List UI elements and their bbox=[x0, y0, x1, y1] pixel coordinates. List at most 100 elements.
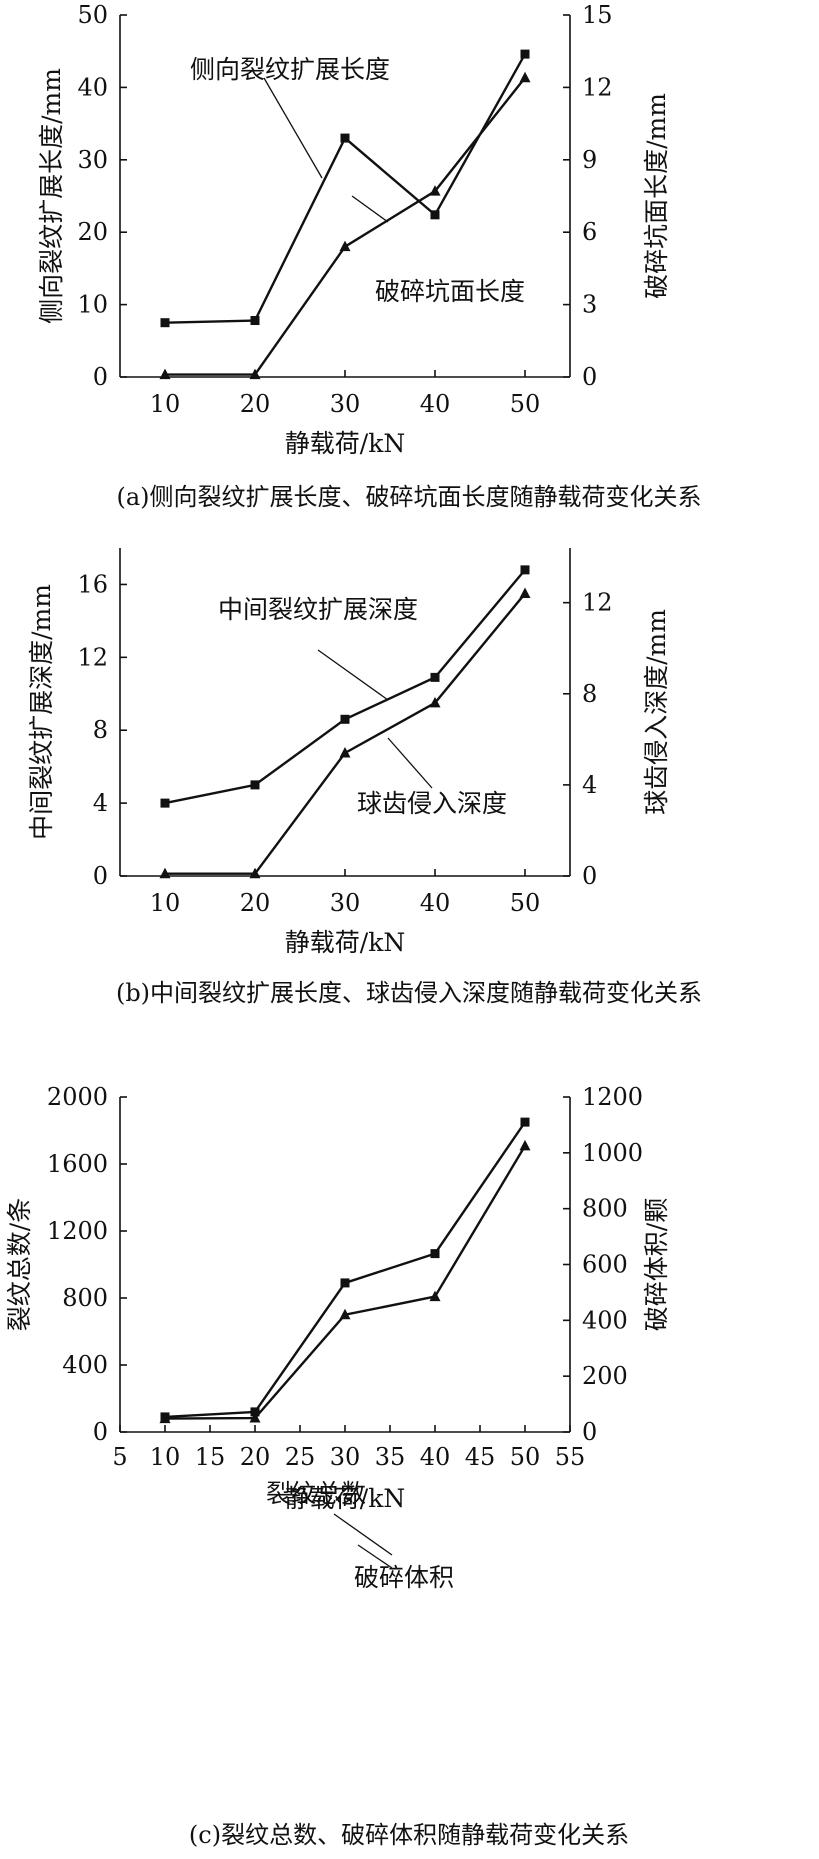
x-tick-label: 5 bbox=[112, 1443, 127, 1471]
data-point-square bbox=[520, 49, 530, 59]
leader-line bbox=[317, 649, 389, 701]
chart-panel-a: 10 20 30 40 50 0 10 20 30 40 50 0 3 6 9 12 15 静载荷/kN 侧向裂纹扩… bbox=[37, 1, 702, 511]
x-tick-label: 40 bbox=[420, 889, 451, 917]
data-point-triangle bbox=[249, 1412, 261, 1423]
data-point-triangle bbox=[519, 587, 531, 599]
y-tick-label-left: 1600 bbox=[47, 1150, 108, 1178]
y-tick-label-right: 3 bbox=[582, 291, 597, 319]
data-point-square bbox=[430, 210, 440, 220]
leader-line bbox=[263, 77, 323, 179]
x-axis-label: 静载荷/kN bbox=[285, 1484, 405, 1513]
x-tick-label: 40 bbox=[420, 390, 451, 418]
figure-caption: (a)侧向裂纹扩展长度、破碎坑面长度随静载荷变化关系 bbox=[116, 483, 701, 511]
data-point-square bbox=[520, 565, 530, 575]
data-point-square bbox=[160, 318, 170, 328]
chart-panel-c: 5 10 15 20 25 30 35 40 45 50 550400800120016002000… bbox=[5, 1083, 671, 1849]
data-point-triangle bbox=[429, 696, 441, 708]
x-tick-label: 30 bbox=[330, 390, 361, 418]
y-axis-label-left: 中间裂纹扩展深度/mm bbox=[27, 584, 56, 840]
y-tick-label-right: 12 bbox=[582, 73, 613, 101]
y-tick-label-left: 10 bbox=[77, 291, 108, 319]
y-tick-label-left: 0 bbox=[93, 862, 108, 890]
y-tick-label-right: 0 bbox=[582, 363, 597, 391]
y-axis-label-right: 破碎体积/颗 bbox=[642, 1198, 671, 1331]
y-tick-label-right: 0 bbox=[582, 1418, 597, 1446]
y-tick-label-right: 15 bbox=[582, 1, 613, 29]
data-point-triangle bbox=[429, 1290, 441, 1302]
y-tick-label-left: 2000 bbox=[47, 1083, 108, 1111]
x-tick-label: 30 bbox=[330, 1443, 361, 1471]
chart-panel-b: 10 20 30 40 50 0 4 8 12 16 0 4 8 12 静载荷/kN 中间裂纹扩展深度/mm 球… bbox=[27, 548, 702, 1007]
data-point-triangle bbox=[249, 368, 261, 380]
data-point-triangle bbox=[429, 185, 441, 196]
y-tick-label-left: 0 bbox=[93, 1418, 108, 1446]
y-tick-label-right: 1000 bbox=[582, 1139, 643, 1167]
y-tick-label-left: 50 bbox=[77, 1, 108, 29]
leader-line bbox=[357, 1544, 393, 1569]
data-point-triangle bbox=[339, 747, 351, 758]
y-tick-label-right: 9 bbox=[582, 146, 597, 174]
y-tick-label-left: 4 bbox=[93, 789, 108, 817]
data-point-triangle bbox=[159, 867, 171, 879]
series-line-squares bbox=[164, 1121, 526, 1419]
x-tick-label: 40 bbox=[420, 1443, 451, 1471]
data-point-square bbox=[250, 780, 260, 790]
y-tick-label-right: 1200 bbox=[582, 1083, 643, 1111]
y-tick-label-right: 8 bbox=[582, 680, 597, 708]
data-point-triangle bbox=[339, 1308, 351, 1320]
leader-line bbox=[333, 1513, 393, 1556]
y-tick-label-left: 12 bbox=[77, 643, 108, 671]
leader-line bbox=[387, 737, 433, 789]
series-label: 球齿侵入深度 bbox=[357, 789, 507, 818]
y-tick-label-right: 200 bbox=[582, 1362, 628, 1390]
y-axis-label-left: 侧向裂纹扩展长度/mm bbox=[37, 68, 66, 324]
data-point-triangle bbox=[339, 240, 351, 252]
series-label: 中间裂纹扩展深度 bbox=[218, 595, 418, 624]
x-tick-label: 50 bbox=[510, 889, 541, 917]
y-tick-label-left: 16 bbox=[77, 570, 108, 598]
x-tick-label: 15 bbox=[195, 1443, 226, 1471]
series-label: 破碎坑面长度 bbox=[375, 277, 525, 306]
data-point-square bbox=[340, 1278, 350, 1288]
figure-caption: (b)中间裂纹扩展长度、球齿侵入深度随静载荷变化关系 bbox=[116, 979, 702, 1007]
data-point-triangle bbox=[519, 71, 531, 83]
x-tick-label: 45 bbox=[465, 1443, 496, 1471]
y-tick-label-left: 20 bbox=[77, 218, 108, 246]
y-tick-label-left: 400 bbox=[62, 1351, 108, 1379]
data-point-square bbox=[340, 714, 350, 724]
y-tick-label-right: 4 bbox=[582, 771, 597, 799]
series-label: 侧向裂纹扩展长度 bbox=[190, 55, 390, 84]
x-tick-label: 10 bbox=[150, 1443, 181, 1471]
data-point-triangle bbox=[519, 1139, 531, 1151]
data-point-square bbox=[160, 798, 170, 808]
data-point-triangle bbox=[249, 867, 261, 879]
data-point-square bbox=[250, 1407, 260, 1417]
data-point-square bbox=[430, 672, 440, 682]
data-point-square bbox=[250, 316, 260, 326]
data-point-square bbox=[340, 133, 350, 143]
x-tick-label: 50 bbox=[510, 390, 541, 418]
y-tick-label-left: 1200 bbox=[47, 1217, 108, 1245]
y-axis-label-left: 裂纹总数/条 bbox=[5, 1198, 34, 1331]
x-tick-label: 55 bbox=[555, 1443, 586, 1471]
x-tick-label: 10 bbox=[150, 889, 181, 917]
x-tick-label: 10 bbox=[150, 390, 181, 418]
y-tick-label-left: 30 bbox=[77, 146, 108, 174]
series-label: 破碎体积 bbox=[354, 1563, 454, 1592]
data-point-triangle bbox=[159, 1412, 171, 1424]
x-tick-label: 50 bbox=[510, 1443, 541, 1471]
x-tick-label: 30 bbox=[330, 889, 361, 917]
y-tick-label-right: 400 bbox=[582, 1306, 628, 1334]
y-tick-label-right: 800 bbox=[582, 1195, 628, 1223]
y-tick-label-left: 800 bbox=[62, 1284, 108, 1312]
y-tick-label-left: 8 bbox=[93, 716, 108, 744]
y-tick-label-right: 6 bbox=[582, 218, 597, 246]
series-label: 裂纹总数 bbox=[266, 1479, 366, 1508]
y-tick-label-left: 40 bbox=[77, 73, 108, 101]
y-tick-label-right: 12 bbox=[582, 589, 613, 617]
figure-caption: (c)裂纹总数、破碎体积随静载荷变化关系 bbox=[189, 1821, 629, 1849]
x-axis-label: 静载荷/kN bbox=[285, 429, 405, 458]
y-tick-label-right: 600 bbox=[582, 1251, 628, 1279]
y-tick-label-right: 0 bbox=[582, 862, 597, 890]
